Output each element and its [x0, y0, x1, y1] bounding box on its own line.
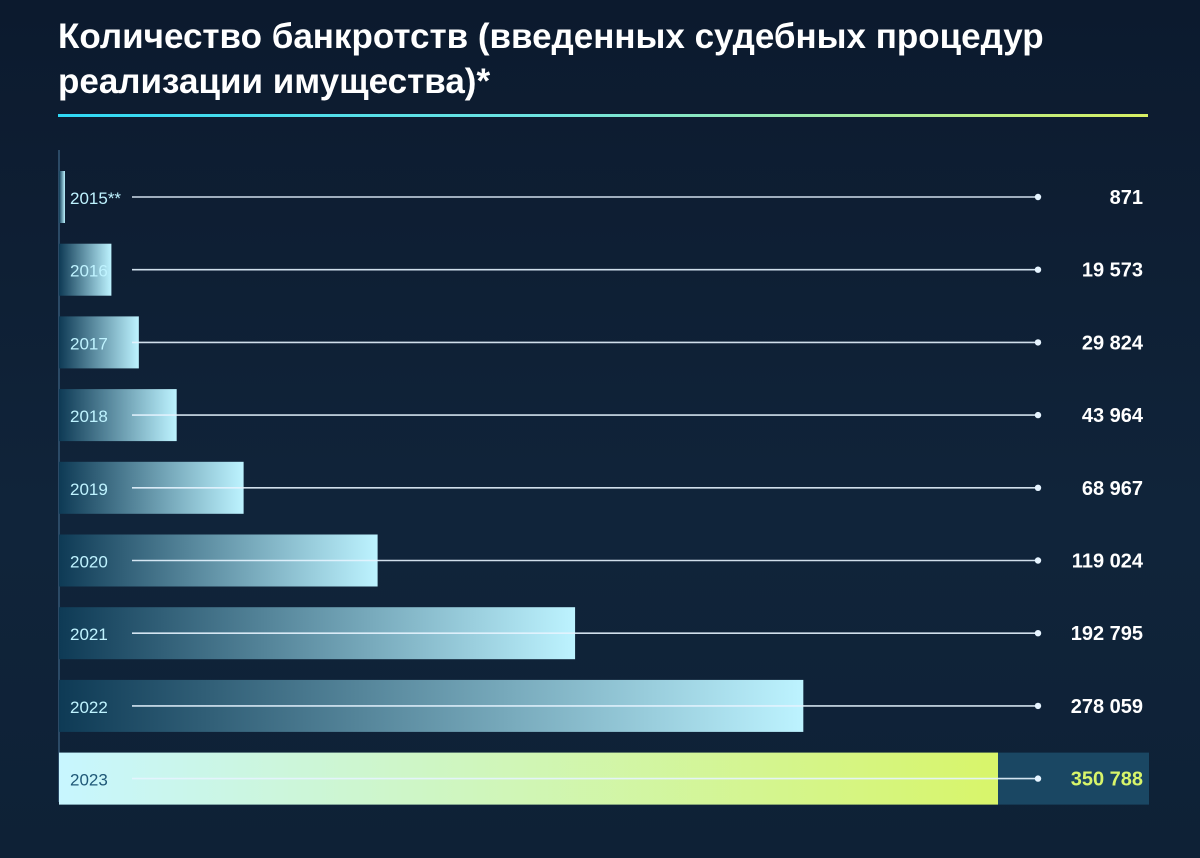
bar-row-2021: 2021 192 795: [59, 607, 1143, 660]
bar-row-2015: 2015** 871: [59, 171, 1143, 223]
value-label: 350 788: [1071, 769, 1143, 791]
bar-row-2023: 2023 350 788: [59, 752, 1149, 805]
leader-dot: [1034, 193, 1042, 201]
year-label: 2017: [70, 334, 108, 353]
leader-dot: [1034, 411, 1042, 419]
year-label: 2022: [70, 698, 108, 717]
leader-dot: [1034, 266, 1042, 273]
value-label: 43 964: [1082, 405, 1144, 427]
leader-dot: [1034, 630, 1042, 637]
year-label: 2020: [70, 553, 108, 572]
title-underline: [58, 114, 1148, 117]
value-label: 278 059: [1071, 696, 1143, 718]
bar-row-2017: 2017 29 824: [59, 316, 1144, 369]
bar-row-2022: 2022 278 059: [59, 679, 1143, 732]
value-label: 29 824: [1082, 332, 1144, 354]
value-label: 19 573: [1082, 260, 1143, 282]
bar-row-2018: 2018 43 964: [59, 389, 1144, 442]
bar: [59, 171, 65, 223]
bar-row-2020: 2020 119 024: [59, 534, 1144, 587]
chart-title: Количество банкротств (введенных судебны…: [58, 17, 1044, 101]
value-label: 68 967: [1082, 478, 1143, 500]
leader-dot: [1034, 557, 1042, 564]
year-label: 2019: [70, 480, 108, 499]
year-label: 2023: [70, 771, 108, 790]
leader-dot: [1034, 339, 1042, 346]
bar-row-2016: 2016 19 573: [59, 243, 1143, 296]
value-label: 192 795: [1071, 623, 1143, 645]
bar: [59, 243, 112, 296]
leader-dot: [1034, 484, 1042, 491]
bar-row-2019: 2019 68 967: [59, 461, 1143, 514]
bar: [59, 316, 139, 369]
year-label: 2021: [70, 625, 108, 644]
year-label: 2018: [70, 407, 108, 426]
leader-dot: [1034, 702, 1042, 710]
value-label: 871: [1110, 187, 1143, 209]
year-label: 2016: [70, 262, 108, 281]
year-label: 2015**: [70, 189, 121, 208]
leader-dot: [1034, 775, 1042, 782]
value-label: 119 024: [1072, 551, 1144, 573]
